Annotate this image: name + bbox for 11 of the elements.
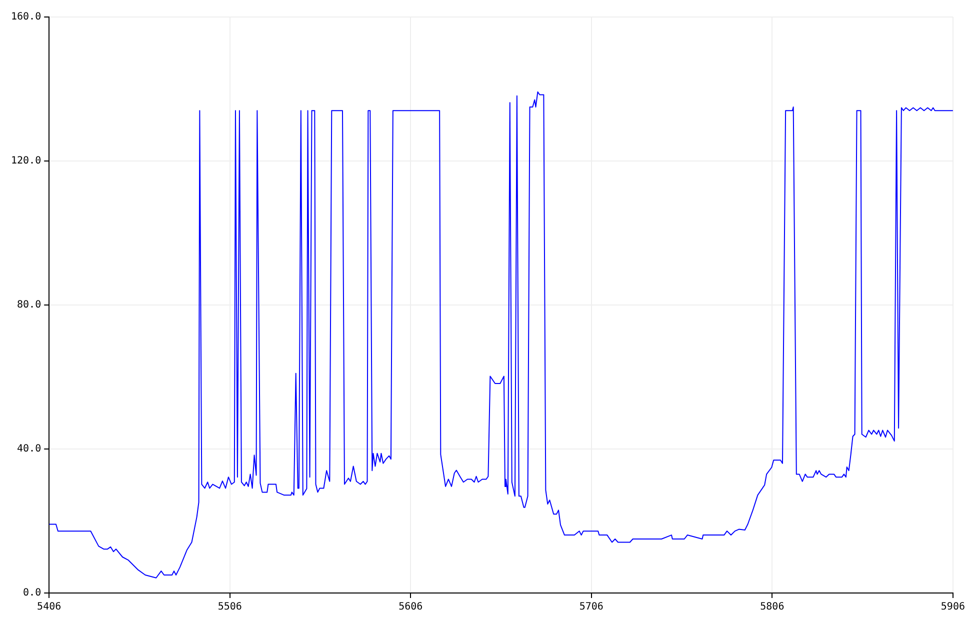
x-tick-label: 5706 bbox=[579, 602, 604, 613]
y-tick-label: 40.0 bbox=[17, 444, 42, 455]
x-tick-label: 5906 bbox=[940, 602, 966, 613]
x-tick-label: 5606 bbox=[398, 602, 423, 613]
x-tick-label: 5506 bbox=[218, 602, 242, 613]
y-tick-label: 80.0 bbox=[17, 300, 42, 311]
y-tick-label: 0.0 bbox=[23, 588, 42, 599]
x-tick-label: 5806 bbox=[760, 602, 784, 613]
y-tick-label: 120.0 bbox=[10, 156, 42, 167]
y-tick-label: 160.0 bbox=[10, 12, 42, 23]
x-tick-label: 5406 bbox=[37, 602, 62, 613]
